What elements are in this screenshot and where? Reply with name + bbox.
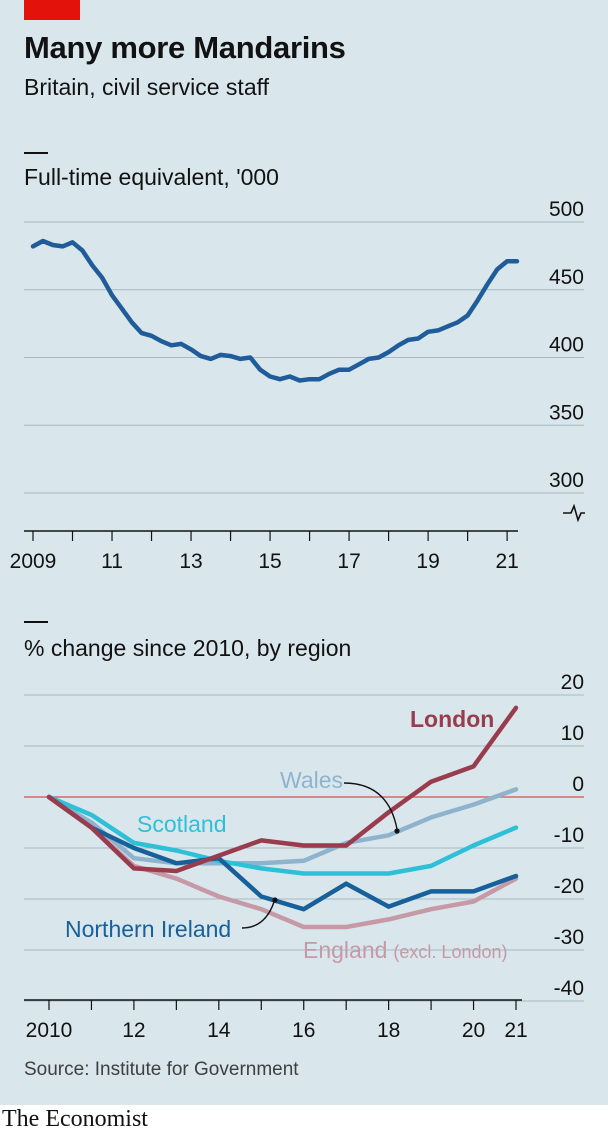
y-tick-label: -20 [554, 875, 584, 898]
series-line-northern-ireland [46, 794, 519, 912]
brand-red-tag [24, 0, 80, 20]
panel-title: % change since 2010, by region [24, 635, 351, 661]
y-tick-label: 300 [549, 469, 584, 492]
series-label-scotland: Scotland [137, 811, 227, 837]
series-label-northern-ireland: Northern Ireland [65, 916, 231, 942]
chart-title: Many more Mandarins [24, 30, 346, 65]
brand-wordmark: The Economist [2, 1106, 148, 1132]
y-tick-label: 400 [549, 334, 584, 357]
series-labels: London Wales Scotland Northern Ireland E… [65, 706, 508, 963]
series-label-london: London [410, 706, 494, 732]
x-tick-label: 17 [337, 550, 360, 573]
x-tick-label: 11 [101, 550, 123, 573]
y-tick-label: -10 [554, 824, 584, 847]
y-tick-label: 0 [572, 773, 584, 796]
y-tick-label: 450 [549, 266, 584, 289]
series-lines [46, 705, 519, 930]
x-tick-label: 2009 [10, 550, 57, 573]
series-line-scotland [46, 794, 519, 876]
y-tick-label: 350 [549, 401, 584, 424]
y-tick-label: 500 [549, 198, 584, 221]
series-label-wales: Wales [280, 767, 343, 793]
wales-leader-dot [394, 828, 400, 834]
chart-panel: Many more Mandarins Britain, civil servi… [0, 0, 608, 1105]
y-tick-label: 20 [561, 671, 584, 694]
y-axis: 500 450 400 350 300 [549, 198, 584, 492]
series-lines [30, 238, 520, 383]
x-tick-label: 21 [504, 1019, 527, 1042]
chart-regions: % change since 2010, by region 20100-10-… [24, 621, 584, 1042]
northern-ireland-leader-dot [272, 897, 278, 903]
series-label-england: England (excl. London) [303, 937, 508, 963]
x-tick-label: 21 [495, 550, 518, 573]
x-tick-label: 2010 [26, 1019, 73, 1042]
y-tick-label: -30 [554, 926, 584, 949]
grid [24, 221, 584, 494]
wales-leader-line [343, 782, 398, 830]
x-tick-label: 12 [122, 1019, 145, 1042]
x-tick-label: 15 [258, 550, 281, 573]
series-line-fte [30, 238, 520, 383]
source-note: Source: Institute for Government [24, 1059, 299, 1080]
axis-break-icon [563, 503, 585, 523]
panel-title: Full-time equivalent, '000 [24, 164, 279, 190]
x-tick-label: 20 [462, 1019, 485, 1042]
x-tick-label: 18 [377, 1019, 400, 1042]
x-tick-label: 19 [416, 550, 439, 573]
y-tick-label: -40 [554, 977, 584, 1000]
series-label-england-name: England [303, 937, 387, 963]
series-line-wales [46, 787, 519, 866]
x-tick-label: 13 [179, 550, 202, 573]
series-line-london [46, 705, 519, 874]
x-axis: 2010 12 14 16 18 20 21 [26, 1000, 528, 1042]
series-label-england-note: (excl. London) [393, 942, 507, 962]
y-tick-label: 10 [561, 722, 584, 745]
chart-ftes: Full-time equivalent, '000 500 450 400 350 3… [10, 152, 585, 573]
x-tick-label: 16 [292, 1019, 315, 1042]
y-axis: 20 10 0 -10 -20 -30 -40 [554, 671, 584, 1000]
northern-ireland-leader-line [241, 901, 275, 929]
x-axis: 2009 11 13 15 17 19 21 [10, 531, 519, 573]
chart-subtitle: Britain, civil service staff [24, 74, 269, 100]
x-tick-label: 14 [207, 1019, 231, 1042]
